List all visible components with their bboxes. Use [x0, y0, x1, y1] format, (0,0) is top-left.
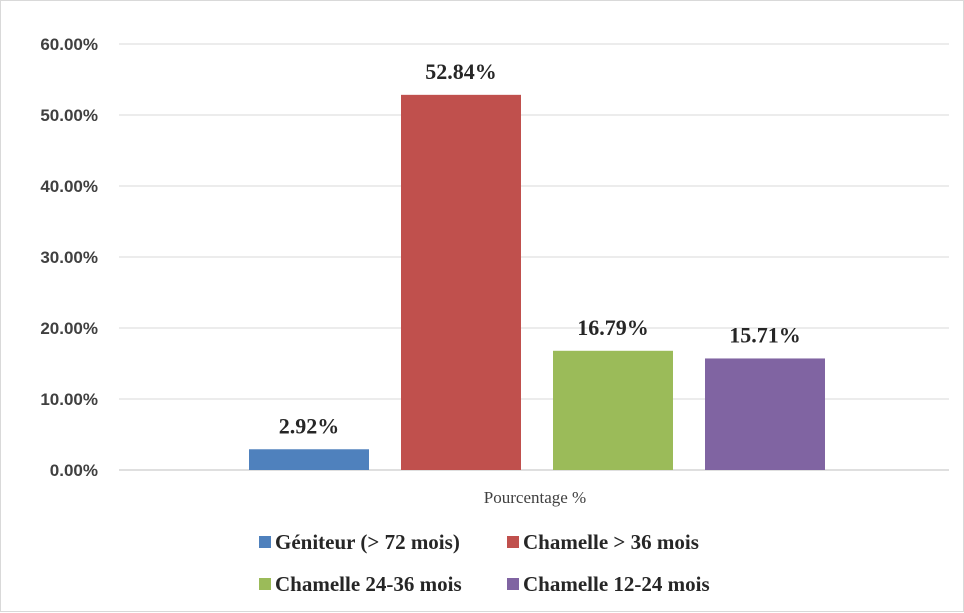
legend-swatch: [507, 578, 519, 590]
y-tick-label: 10.00%: [40, 390, 98, 409]
legend-label: Géniteur (> 72 mois): [275, 530, 460, 554]
y-tick-label: 50.00%: [40, 106, 98, 125]
y-tick-label: 30.00%: [40, 248, 98, 267]
bar: [705, 358, 825, 470]
legend-swatch: [259, 536, 271, 548]
legend-swatch: [507, 536, 519, 548]
bar: [553, 350, 673, 470]
y-tick-label: 0.00%: [50, 461, 98, 480]
bar: [401, 94, 521, 470]
gridlines: [119, 43, 949, 471]
data-label: 15.71%: [729, 322, 801, 347]
data-labels: 2.92% 52.84% 16.79% 15.71%: [279, 59, 801, 438]
data-label: 52.84%: [425, 59, 497, 84]
bars: [249, 94, 825, 470]
legend-swatch: [259, 578, 271, 590]
legend: Géniteur (> 72 mois) Chamelle > 36 mois Ch…: [259, 530, 710, 596]
data-label: 2.92%: [279, 413, 340, 438]
y-tick-label: 60.00%: [40, 35, 98, 54]
y-tick-label: 40.00%: [40, 177, 98, 196]
y-tick-label: 20.00%: [40, 319, 98, 338]
legend-label: Chamelle > 36 mois: [523, 530, 699, 554]
legend-label: Chamelle 24-36 mois: [275, 572, 462, 596]
y-axis-ticks: 0.00% 10.00% 20.00% 30.00% 40.00% 50.00% 60.00…: [40, 35, 98, 480]
data-label: 16.79%: [577, 315, 649, 340]
legend-label: Chamelle 12-24 mois: [523, 572, 710, 596]
x-category-label: Pourcentage %: [484, 488, 586, 507]
bar: [249, 449, 369, 470]
